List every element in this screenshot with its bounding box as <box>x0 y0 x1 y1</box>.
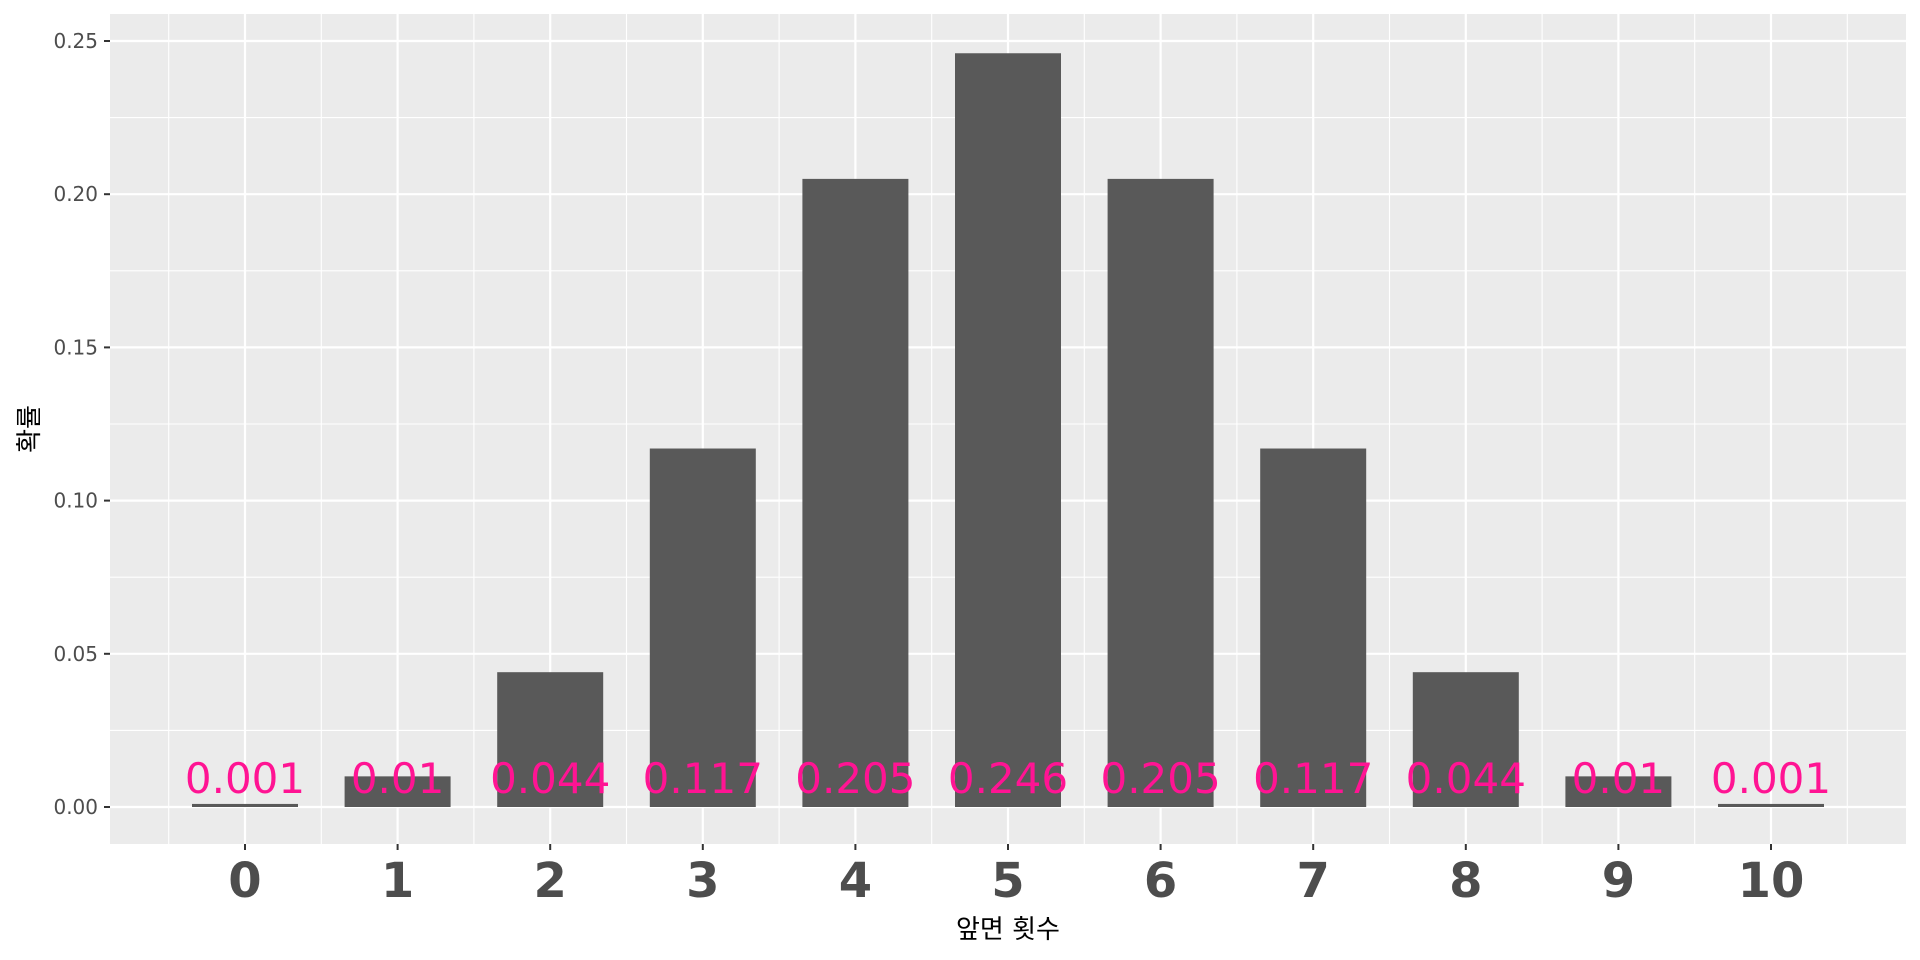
x-tick-label: 6 <box>1144 853 1177 909</box>
x-tick-label: 9 <box>1602 853 1635 909</box>
bar <box>497 672 604 807</box>
bars <box>192 53 1824 808</box>
y-tick-label: 0.20 <box>53 182 98 206</box>
y-tick-label: 0.10 <box>53 489 98 513</box>
bar <box>1412 672 1519 807</box>
bar <box>802 178 909 807</box>
y-tick-label: 0.00 <box>53 795 98 819</box>
x-tick-label: 0 <box>228 853 261 909</box>
data-label: 0.01 <box>351 754 445 803</box>
x-tick-label: 7 <box>1296 853 1329 909</box>
data-labels: 0.001 0.01 0.044 0.117 0.205 0.246 0.205 0.117 0… <box>185 754 1831 803</box>
x-tick-label: 2 <box>533 853 566 909</box>
bar <box>344 776 451 807</box>
data-label: 0.01 <box>1572 754 1666 803</box>
x-axis-title: 앞면 횟수 <box>956 915 1060 945</box>
bar <box>192 803 298 807</box>
bar <box>1718 803 1824 807</box>
data-label: 0.044 <box>1406 754 1526 803</box>
bar <box>1260 448 1367 807</box>
x-tick-label: 10 <box>1738 853 1805 909</box>
data-label: 0.117 <box>643 754 763 803</box>
x-tick-label: 8 <box>1449 853 1482 909</box>
y-tick-label: 0.15 <box>53 335 98 359</box>
data-label: 0.001 <box>1711 754 1831 803</box>
data-label: 0.246 <box>948 754 1068 803</box>
data-label: 0.001 <box>185 754 305 803</box>
x-axis: 0 1 2 3 4 5 6 7 8 9 10 <box>228 844 1804 909</box>
y-axis: 0.00 0.05 0.10 0.15 0.20 0.25 <box>53 29 110 819</box>
y-tick-label: 0.05 <box>53 642 98 666</box>
y-axis-title: 확률 <box>15 405 45 453</box>
bar <box>649 448 756 807</box>
x-tick-label: 4 <box>839 853 872 909</box>
data-label: 0.205 <box>1100 754 1220 803</box>
x-tick-label: 1 <box>381 853 414 909</box>
data-label: 0.205 <box>795 754 915 803</box>
x-tick-label: 5 <box>991 853 1024 909</box>
bar <box>1565 776 1672 807</box>
bar <box>1107 178 1214 807</box>
y-tick-label: 0.25 <box>53 29 98 53</box>
bar <box>955 53 1061 808</box>
data-label: 0.117 <box>1253 754 1373 803</box>
data-label: 0.044 <box>490 754 610 803</box>
x-tick-label: 3 <box>686 853 719 909</box>
